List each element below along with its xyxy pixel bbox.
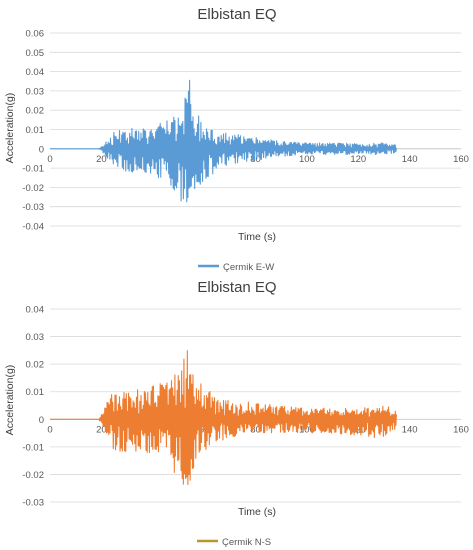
y-tick-label: -0.03 — [22, 498, 44, 509]
x-tick-label: 160 — [453, 154, 469, 165]
chart-1-title: Elbistan EQ — [197, 6, 276, 23]
series-line — [50, 79, 397, 203]
y-tick-label: 0.02 — [26, 106, 45, 117]
x-tick-label: 20 — [96, 424, 107, 435]
y-tick-label: 0.04 — [26, 305, 45, 316]
chart-1-y-axis-label: Acceleration(g) — [4, 93, 16, 164]
chart-1-x-tick-labels: 0 20 40 60 80 100 120 140 160 — [47, 154, 469, 165]
x-tick-label: 80 — [250, 154, 261, 165]
x-tick-label: 120 — [350, 154, 366, 165]
chart-2-x-axis-label: Time (s) — [238, 506, 276, 518]
y-tick-label: 0.03 — [26, 86, 45, 97]
y-tick-label: 0.02 — [26, 360, 45, 371]
y-tick-label: 0.05 — [26, 48, 45, 59]
y-tick-label: 0.06 — [26, 29, 45, 40]
chart-2-legend-label: Çermik N-S — [222, 537, 271, 548]
chart-2: Elbistan EQ -0.03-0.02-0.0100.010.020.03… — [4, 279, 469, 548]
chart-1-legend: Çermik E-W — [198, 262, 274, 273]
x-tick-label: 100 — [299, 424, 315, 435]
series-line — [50, 350, 397, 486]
x-tick-label: 80 — [250, 424, 261, 435]
y-tick-label: -0.01 — [22, 442, 44, 453]
y-tick-label: 0.01 — [26, 125, 45, 136]
x-tick-label: 140 — [402, 154, 418, 165]
y-tick-label: -0.01 — [22, 164, 44, 175]
y-tick-label: 0 — [39, 144, 44, 155]
chart-1-legend-label: Çermik E-W — [223, 262, 274, 273]
chart-1-x-axis-label: Time (s) — [238, 231, 276, 243]
y-tick-label: -0.04 — [22, 222, 44, 233]
chart-2-title: Elbistan EQ — [197, 279, 276, 296]
x-tick-label: 120 — [350, 424, 366, 435]
y-tick-label: 0 — [39, 415, 44, 426]
x-tick-label: 140 — [402, 424, 418, 435]
x-tick-label: 0 — [47, 424, 52, 435]
chart-1: Elbistan EQ -0.04-0.03-0.02-0.0100.010.0… — [4, 6, 469, 273]
x-tick-label: 100 — [299, 154, 315, 165]
x-tick-label: 160 — [453, 424, 469, 435]
chart-2-y-tick-labels: -0.03 -0.02 -0.01 0 0.01 0.02 0.03 0.04 — [22, 305, 44, 509]
x-tick-label: 0 — [47, 154, 52, 165]
chart-1-y-tick-labels: -0.04 -0.03 -0.02 -0.01 0 0.01 0.02 0.03 0.04 0.0… — [22, 29, 44, 233]
chart-1-gridlines — [50, 32, 461, 227]
chart-2-legend: Çermik N-S — [197, 537, 271, 548]
y-tick-label: 0.03 — [26, 332, 45, 343]
chart-1-series — [50, 79, 397, 203]
y-tick-label: -0.02 — [22, 183, 44, 194]
x-tick-label: 20 — [96, 154, 107, 165]
chart-2-y-axis-label: Acceleration(g) — [4, 365, 16, 436]
y-tick-label: 0.01 — [26, 387, 45, 398]
y-tick-label: 0.04 — [26, 67, 45, 78]
y-tick-label: -0.03 — [22, 202, 44, 213]
y-tick-label: -0.02 — [22, 470, 44, 481]
chart-2-series — [50, 350, 397, 486]
